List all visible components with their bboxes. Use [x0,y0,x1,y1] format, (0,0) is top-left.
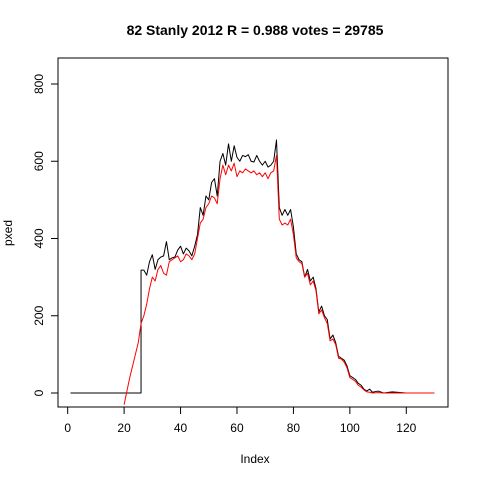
x-tick-label: 80 [287,421,301,435]
x-axis-label: Index [240,452,269,466]
series-layer [70,139,435,405]
x-tick-label: 40 [174,421,188,435]
y-tick-label: 200 [32,305,46,325]
chart-title: 82 Stanly 2012 R = 0.988 votes = 29785 [127,22,384,38]
x-tick-label: 100 [340,421,360,435]
y-tick-label: 400 [32,228,46,248]
series-line-red [123,154,435,405]
x-tick-label: 60 [230,421,244,435]
y-tick-label: 600 [32,151,46,171]
x-tick-label: 20 [117,421,131,435]
x-axis: 0 20 40 60 80 100 120 [64,406,417,435]
x-tick-label: 0 [64,421,71,435]
y-tick-label: 0 [32,389,46,396]
series-line-black [70,139,435,394]
y-axis: 0 200 400 600 800 [32,74,59,396]
x-tick-label: 120 [396,421,416,435]
y-axis-label: pxed [1,220,15,246]
y-tick-label: 800 [32,74,46,94]
